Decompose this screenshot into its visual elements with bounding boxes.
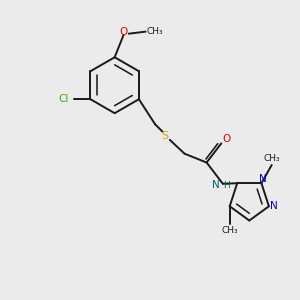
Text: CH₃: CH₃ bbox=[263, 154, 280, 163]
Text: O: O bbox=[223, 134, 231, 144]
Text: H: H bbox=[223, 181, 230, 190]
Text: N: N bbox=[259, 174, 267, 184]
Text: N: N bbox=[212, 180, 220, 190]
Text: O: O bbox=[119, 27, 128, 37]
Text: Cl: Cl bbox=[59, 94, 69, 104]
Text: N: N bbox=[270, 201, 278, 211]
Text: S: S bbox=[161, 131, 168, 141]
Text: CH₃: CH₃ bbox=[146, 27, 163, 36]
Text: CH₃: CH₃ bbox=[221, 226, 238, 235]
